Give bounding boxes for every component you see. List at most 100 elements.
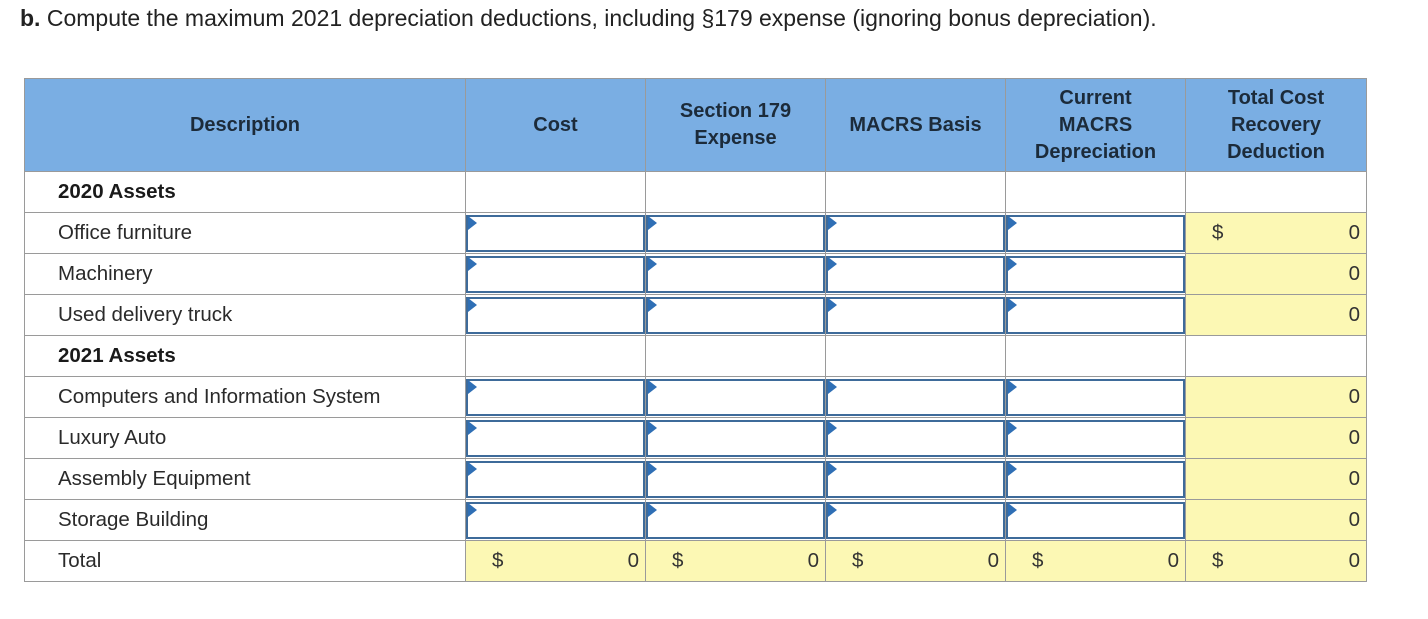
header-total-label: Total Cost Recovery Deduction	[1227, 86, 1325, 163]
section-179-input-cell	[645, 417, 826, 459]
macrs-basis-input[interactable]	[826, 296, 1005, 334]
input-marker-icon	[1008, 502, 1017, 517]
macrs-basis-input[interactable]	[826, 501, 1005, 539]
total-current-cell: $0	[1005, 540, 1186, 582]
section-179-input[interactable]	[646, 378, 825, 416]
input-marker-icon	[1008, 379, 1017, 394]
question-text: b. Compute the maximum 2021 depreciation…	[20, 2, 1157, 34]
input-marker-icon	[828, 379, 837, 394]
current-macrs-input-cell	[1005, 376, 1186, 418]
header-macrs-basis: MACRS Basis	[825, 78, 1006, 172]
cost-input[interactable]	[466, 419, 645, 457]
input-marker-icon	[468, 502, 477, 517]
section-row-2021: 2021 Assets	[24, 335, 1367, 377]
input-marker-icon	[1008, 461, 1017, 476]
macrs-basis-input-cell	[825, 499, 1006, 541]
row-label: Storage Building	[24, 499, 466, 541]
total-recovery-value: 0	[1348, 549, 1360, 572]
current-macrs-input[interactable]	[1006, 378, 1185, 416]
total-recovery-output: 0	[1185, 294, 1367, 336]
input-marker-icon	[648, 502, 657, 517]
row-label: Used delivery truck	[24, 294, 466, 336]
input-marker-icon	[828, 297, 837, 312]
cost-input[interactable]	[466, 460, 645, 498]
section-179-input[interactable]	[646, 255, 825, 293]
current-macrs-input[interactable]	[1006, 296, 1185, 334]
macrs-basis-input-cell	[825, 294, 1006, 336]
current-macrs-input[interactable]	[1006, 419, 1185, 457]
cost-input[interactable]	[466, 214, 645, 252]
question-prefix: b.	[20, 5, 41, 31]
section-179-input-cell	[645, 376, 826, 418]
section-label-2021: 2021 Assets	[24, 335, 466, 377]
macrs-basis-input[interactable]	[826, 460, 1005, 498]
total-current-value: 0	[1167, 549, 1179, 572]
current-macrs-input[interactable]	[1006, 255, 1185, 293]
section-row-2020: 2020 Assets	[24, 171, 1367, 213]
row-label: Office furniture	[24, 212, 466, 254]
input-marker-icon	[648, 461, 657, 476]
depreciation-table: Description Cost Section 179 Expense MAC…	[24, 78, 1367, 582]
total-basis-currency: $	[852, 549, 864, 572]
input-marker-icon	[1008, 215, 1017, 230]
total-basis-value: 0	[987, 549, 999, 572]
currency-symbol: $	[1212, 221, 1224, 244]
cost-input-cell	[465, 417, 646, 459]
input-marker-icon	[468, 215, 477, 230]
table-row: Machinery 0	[24, 253, 1367, 295]
current-macrs-input-cell	[1005, 499, 1186, 541]
input-marker-icon	[1008, 297, 1017, 312]
row-label: Luxury Auto	[24, 417, 466, 459]
total-recovery-value: 0	[1348, 303, 1360, 326]
section-179-input[interactable]	[646, 214, 825, 252]
section-179-input-cell	[645, 294, 826, 336]
total-cost-cell: $0	[465, 540, 646, 582]
section-179-input[interactable]	[646, 419, 825, 457]
table-row: Used delivery truck 0	[24, 294, 1367, 336]
input-marker-icon	[828, 461, 837, 476]
macrs-basis-input[interactable]	[826, 255, 1005, 293]
table-row: Luxury Auto 0	[24, 417, 1367, 459]
header-current-macrs: Current MACRS Depreciation	[1005, 78, 1186, 172]
input-marker-icon	[468, 379, 477, 394]
input-marker-icon	[828, 420, 837, 435]
total-cost-currency: $	[492, 549, 504, 572]
total-current-currency: $	[1032, 549, 1044, 572]
section-179-input[interactable]	[646, 501, 825, 539]
total-row: Total $0 $0 $0 $0 $0	[24, 540, 1367, 582]
total-recovery-value: 0	[1348, 426, 1360, 449]
total-recovery-value: 0	[1348, 508, 1360, 531]
row-label: Machinery	[24, 253, 466, 295]
total-recovery-output: 0	[1185, 499, 1367, 541]
macrs-basis-input[interactable]	[826, 419, 1005, 457]
row-label: Computers and Information System	[24, 376, 466, 418]
cost-input[interactable]	[466, 255, 645, 293]
section-label-2020: 2020 Assets	[24, 171, 466, 213]
total-recovery-currency: $	[1212, 549, 1224, 572]
current-macrs-input[interactable]	[1006, 501, 1185, 539]
cost-input[interactable]	[466, 378, 645, 416]
cost-input-cell	[465, 458, 646, 500]
input-marker-icon	[648, 215, 657, 230]
section-179-input-cell	[645, 212, 826, 254]
input-marker-icon	[828, 502, 837, 517]
current-macrs-input-cell	[1005, 458, 1186, 500]
total-label: Total	[24, 540, 466, 582]
cost-input[interactable]	[466, 501, 645, 539]
total-section-179-currency: $	[672, 549, 684, 572]
macrs-basis-input-cell	[825, 458, 1006, 500]
input-marker-icon	[648, 420, 657, 435]
total-section-179-value: 0	[807, 549, 819, 572]
cost-input[interactable]	[466, 296, 645, 334]
total-recovery-value: 0	[1348, 221, 1360, 244]
total-basis-cell: $0	[825, 540, 1006, 582]
section-179-input[interactable]	[646, 296, 825, 334]
table-row: Storage Building 0	[24, 499, 1367, 541]
input-marker-icon	[1008, 420, 1017, 435]
macrs-basis-input[interactable]	[826, 214, 1005, 252]
current-macrs-input[interactable]	[1006, 460, 1185, 498]
section-179-input[interactable]	[646, 460, 825, 498]
macrs-basis-input[interactable]	[826, 378, 1005, 416]
current-macrs-input[interactable]	[1006, 214, 1185, 252]
current-macrs-input-cell	[1005, 417, 1186, 459]
